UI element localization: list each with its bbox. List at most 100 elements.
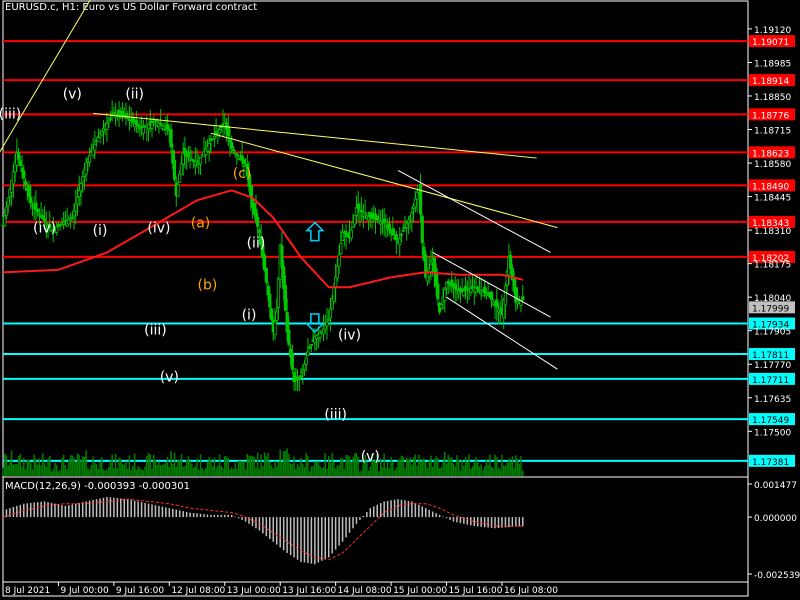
candle-body[interactable] [75,196,80,205]
candle-body[interactable] [211,138,215,140]
candle-body[interactable] [412,205,416,210]
candle-body[interactable] [263,254,267,271]
candle-body[interactable] [34,202,38,211]
candle-body[interactable] [327,319,331,321]
candle-body[interactable] [283,285,288,311]
candle-body[interactable] [330,298,334,310]
candle-body[interactable] [406,219,411,223]
candle-body[interactable] [429,263,433,272]
candle-body[interactable] [297,377,301,380]
candle-body[interactable] [318,332,322,338]
candle-body[interactable] [240,155,244,162]
candle-body[interactable] [245,163,249,177]
candle-body[interactable] [349,229,353,239]
candle-body[interactable] [418,184,423,215]
candle-body[interactable] [242,159,246,164]
candle-body[interactable] [344,231,348,236]
candle-body[interactable] [150,122,154,129]
candle-body[interactable] [313,336,317,344]
candle-body[interactable] [153,120,158,123]
candle-body[interactable] [455,288,459,291]
candle-body[interactable] [8,188,12,197]
candle-body[interactable] [375,215,379,221]
candle-body[interactable] [72,210,76,217]
candle-body[interactable] [266,285,270,296]
channel-line[interactable] [432,252,551,318]
candle-body[interactable] [509,254,513,269]
candle-body[interactable] [42,218,47,222]
candle-body[interactable] [335,265,339,279]
candle-body[interactable] [23,181,28,185]
candle-body[interactable] [217,129,222,134]
candle-body[interactable] [275,311,279,321]
candle-body[interactable] [370,212,374,219]
candle-body[interactable] [6,197,10,206]
candle-body[interactable] [16,152,21,160]
candle-body[interactable] [84,162,88,175]
candle-body[interactable] [195,162,199,165]
moving-average-line[interactable] [2,189,524,289]
candle-body[interactable] [67,219,71,225]
candle-body[interactable] [183,148,187,155]
candle-body[interactable] [36,208,40,213]
candle-body[interactable] [231,149,236,151]
candle-body[interactable] [491,301,495,305]
candle-body[interactable] [4,206,9,216]
candle-body[interactable] [20,167,24,173]
candle-body[interactable] [230,141,234,149]
candle-body[interactable] [285,312,289,333]
candle-body[interactable] [88,155,92,163]
candle-body[interactable] [489,292,494,301]
candle-body[interactable] [48,223,52,229]
candle-body[interactable] [280,245,284,268]
candle-body[interactable] [171,150,175,164]
candle-body[interactable] [27,185,31,197]
candle-body[interactable] [146,124,151,130]
candle-body[interactable] [77,189,81,198]
candle-body[interactable] [391,228,395,236]
candle-body[interactable] [190,158,194,161]
candle-body[interactable] [198,157,203,165]
candle-body[interactable] [207,143,211,152]
candle-body[interactable] [304,357,308,365]
candle-body[interactable] [254,208,258,221]
candle-body[interactable] [424,254,428,278]
candle-body[interactable] [354,207,359,216]
candle-body[interactable] [503,285,508,306]
candle-body[interactable] [226,125,230,137]
candle-body[interactable] [334,276,338,289]
candle-body[interactable] [443,289,447,302]
candle-body[interactable] [321,328,326,335]
candle-body[interactable] [81,176,85,183]
candle-body[interactable] [91,147,95,156]
trend-line[interactable] [210,132,558,229]
candle-body[interactable] [3,215,7,227]
candle-body[interactable] [481,291,485,297]
candle-body[interactable] [505,271,509,286]
candle-body[interactable] [413,198,417,208]
candle-body[interactable] [339,243,343,254]
candle-body[interactable] [108,117,113,120]
candle-body[interactable] [41,215,45,220]
candle-body[interactable] [444,281,449,289]
candle-body[interactable] [134,119,139,125]
candle-body[interactable] [519,299,523,307]
candle-body[interactable] [353,214,357,225]
candle-body[interactable] [306,351,310,357]
candle-body[interactable] [93,144,97,151]
candle-body[interactable] [252,202,256,215]
candle-body[interactable] [496,309,501,313]
candle-body[interactable] [62,222,66,225]
candle-body[interactable] [301,370,305,373]
candle-body[interactable] [463,285,468,291]
candle-body[interactable] [477,289,482,292]
candle-body[interactable] [328,308,333,319]
candle-body[interactable] [247,173,251,188]
candle-body[interactable] [366,216,371,221]
candle-body[interactable] [55,226,59,233]
candle-body[interactable] [453,283,457,289]
candle-body[interactable] [74,203,78,212]
candle-body[interactable] [13,161,17,173]
